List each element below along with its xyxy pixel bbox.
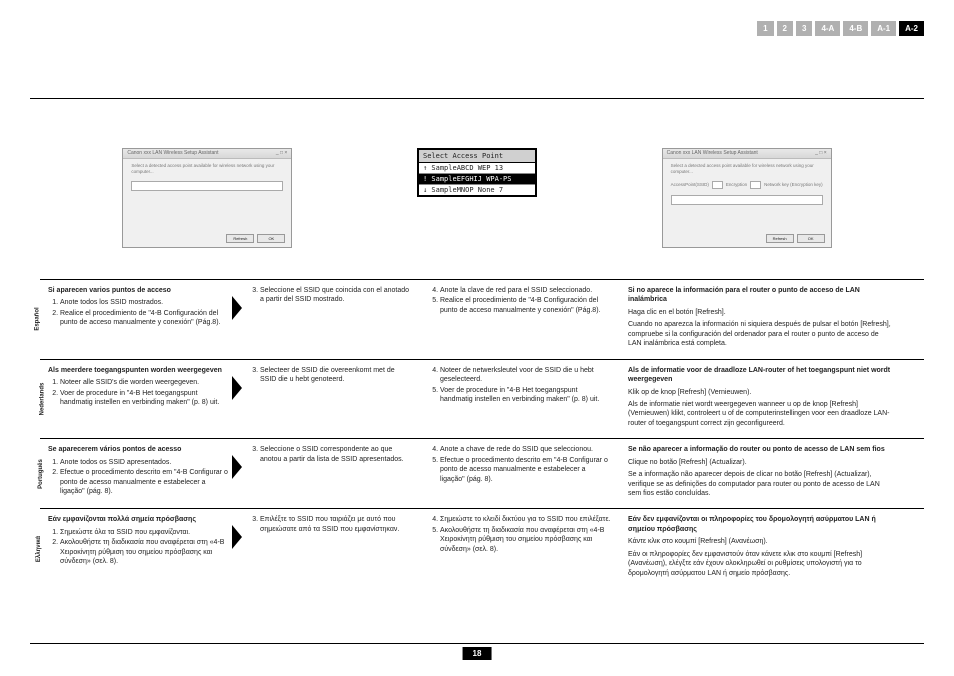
col-heading: Als meerdere toegangspunten worden weerg…	[48, 366, 232, 375]
rule-bottom	[30, 643, 924, 644]
tab-4-B[interactable]: 4-B	[843, 21, 868, 36]
ok-button-2[interactable]: OK	[797, 234, 825, 243]
list-item: Anote todos os SSID apresentados.	[60, 458, 232, 467]
rule-top	[30, 98, 924, 99]
list-item: Efectue o procedimento descrito em "4-B …	[60, 468, 232, 496]
refresh-button-2[interactable]: Refresh	[766, 234, 794, 243]
col-right: Εάν δεν εμφανίζονται οι πληροφορίες του …	[620, 515, 900, 578]
tab-1[interactable]: 1	[757, 21, 773, 36]
col-left: Si aparecen varios puntos de acceso Anote…	[40, 286, 240, 349]
col-mid1: Selecteer de SSID die overeenkomt met de…	[240, 366, 420, 429]
instruction-text: Clique no botão [Refresh] (Actualizar).	[628, 458, 892, 467]
refresh-button[interactable]: Refresh	[226, 234, 254, 243]
list-item: Realice el procedimiento de "4-B Configu…	[440, 296, 612, 315]
lang-row-Español: EspañolSi aparecen varios puntos de acce…	[40, 279, 924, 359]
col-mid2: Noteer de netwerksleutel voor de SSID di…	[420, 366, 620, 429]
dialog-right-title: Canon xxx LAN Wireless Setup Assistant_ …	[663, 149, 831, 159]
list-item: Voer de procedure in "4-B Het toegangspu…	[440, 386, 612, 405]
tab-A-2[interactable]: A-2	[899, 21, 924, 36]
col-mid1: Επιλέξτε το SSID που ταιριάζει με αυτό π…	[240, 515, 420, 578]
list-item: Ακολουθήστε τη διαδικασία που αναφέρεται…	[440, 526, 612, 554]
tab-2[interactable]: 2	[777, 21, 793, 36]
col-heading: Se não aparecer a informação do router o…	[628, 445, 892, 454]
col-right: Als de informatie voor de draadloze LAN-…	[620, 366, 900, 429]
instruction-text: Κάντε κλικ στο κουμπί [Refresh] (Ανανέωσ…	[628, 537, 892, 546]
col-mid2: Anote a chave de rede do SSID que selecc…	[420, 445, 620, 498]
col-right: Si no aparece la información para el rou…	[620, 286, 900, 349]
list-item: Σημειώστε όλα τα SSID που εμφανίζονται.	[60, 528, 232, 537]
col-left: Se aparecerem vários pontos de acesso Ano…	[40, 445, 240, 498]
instruction-text: Se a informação não aparecer depois de c…	[628, 470, 892, 498]
lang-row-Português: PortuguêsSe aparecerem vários pontos de …	[40, 438, 924, 508]
arrow-right-icon	[232, 296, 242, 320]
content-table: EspañolSi aparecen varios puntos de acce…	[40, 279, 924, 626]
list-item: Efectue o procedimento descrito em "4-B …	[440, 456, 612, 484]
list-item: Seleccione o SSID correspondente ao que …	[260, 445, 412, 464]
tab-A-1[interactable]: A-1	[871, 21, 896, 36]
col-heading: Εάν εμφανίζονται πολλά σημεία πρόσβασης	[48, 515, 232, 524]
list-item: Anote todos los SSID mostrados.	[60, 298, 232, 307]
list-item: Seleccione el SSID que coincida con el a…	[260, 286, 412, 305]
screenshots-row: Canon xxx LAN Wireless Setup Assistant_ …	[0, 148, 954, 248]
dialog-left-title: Canon xxx LAN Wireless Setup Assistant_ …	[123, 149, 291, 159]
ap-list-title: Select Access Point	[419, 150, 535, 163]
ok-button[interactable]: OK	[257, 234, 285, 243]
instruction-text: Haga clic en el botón [Refresh].	[628, 308, 892, 317]
col-left: Εάν εμφανίζονται πολλά σημεία πρόσβασης Σ…	[40, 515, 240, 578]
page-number: 18	[463, 647, 492, 660]
col-left: Als meerdere toegangspunten worden weerg…	[40, 366, 240, 429]
col-heading: Se aparecerem vários pontos de acesso	[48, 445, 232, 454]
col-mid2: Σημειώστε το κλειδί δικτύου για το SSID …	[420, 515, 620, 578]
lang-row-Nederlands: Nederlands Als meerdere toegangspunten wo…	[40, 359, 924, 439]
ap-row[interactable]: ! SampleEFGHIJ WPA-PS	[419, 174, 535, 185]
arrow-right-icon	[232, 525, 242, 549]
list-item: Anote a chave de rede do SSID que selecc…	[440, 445, 612, 454]
arrow-right-icon	[232, 376, 242, 400]
instruction-text: Als de informatie niet wordt weergegeven…	[628, 400, 892, 428]
tab-3[interactable]: 3	[796, 21, 812, 36]
ap-row[interactable]: ↓ SampleMNOP None 7	[419, 185, 535, 195]
list-item: Selecteer de SSID die overeenkomt met de…	[260, 366, 412, 385]
dialog-left: Canon xxx LAN Wireless Setup Assistant_ …	[122, 148, 292, 248]
lang-label: Ελληνικά	[36, 536, 42, 562]
dialog-right: Canon xxx LAN Wireless Setup Assistant_ …	[662, 148, 832, 248]
instruction-text: Εάν οι πληροφορίες δεν εμφανιστούν όταν …	[628, 550, 892, 578]
arrow-right-icon	[232, 455, 242, 479]
ap-row[interactable]: ↑ SampleABCD WEP 13	[419, 163, 535, 174]
list-item: Realice el procedimiento de "4-B Configu…	[60, 309, 232, 328]
col-right: Se não aparecer a informação do router o…	[620, 445, 900, 498]
col-mid1: Seleccione o SSID correspondente ao que …	[240, 445, 420, 498]
col-mid1: Seleccione el SSID que coincida con el a…	[240, 286, 420, 349]
lang-label: Português	[38, 459, 44, 489]
list-item: Επιλέξτε το SSID που ταιριάζει με αυτό π…	[260, 515, 412, 534]
access-point-list: Select Access Point ↑ SampleABCD WEP 13!…	[417, 148, 537, 197]
list-item: Noteer de netwerksleutel voor de SSID di…	[440, 366, 612, 385]
col-heading: Si aparecen varios puntos de acceso	[48, 286, 232, 295]
instruction-text: Cuando no aparezca la información ni siq…	[628, 320, 892, 348]
lang-row-Ελληνικά: ΕλληνικάΕάν εμφανίζονται πολλά σημεία πρ…	[40, 508, 924, 588]
col-mid2: Anote la clave de red para el SSID selec…	[420, 286, 620, 349]
ap-rows: ↑ SampleABCD WEP 13! SampleEFGHIJ WPA-PS…	[419, 163, 535, 195]
lang-label: Español	[35, 308, 41, 331]
col-heading: Als de informatie voor de draadloze LAN-…	[628, 366, 892, 385]
list-item: Σημειώστε το κλειδί δικτύου για το SSID …	[440, 515, 612, 524]
dialog-left-body: Select a detected access point available…	[123, 159, 291, 195]
tab-4-A[interactable]: 4-A	[815, 21, 840, 36]
list-item: Voer de procedure in "4-B Het toegangspu…	[60, 389, 232, 408]
instruction-text: Klik op de knop [Refresh] (Vernieuwen).	[628, 388, 892, 397]
col-heading: Εάν δεν εμφανίζονται οι πληροφορίες του …	[628, 515, 892, 534]
lang-label: Nederlands	[39, 383, 45, 416]
page-tabs: 1234-A4-BA-1A-2	[757, 21, 924, 36]
list-item: Noteer alle SSID's die worden weergegeve…	[60, 378, 232, 387]
list-item: Ακολουθήστε τη διαδικασία που αναφέρεται…	[60, 538, 232, 566]
list-item: Anote la clave de red para el SSID selec…	[440, 286, 612, 295]
col-heading: Si no aparece la información para el rou…	[628, 286, 892, 305]
dialog-right-body: Select a detected access point available…	[663, 159, 831, 209]
